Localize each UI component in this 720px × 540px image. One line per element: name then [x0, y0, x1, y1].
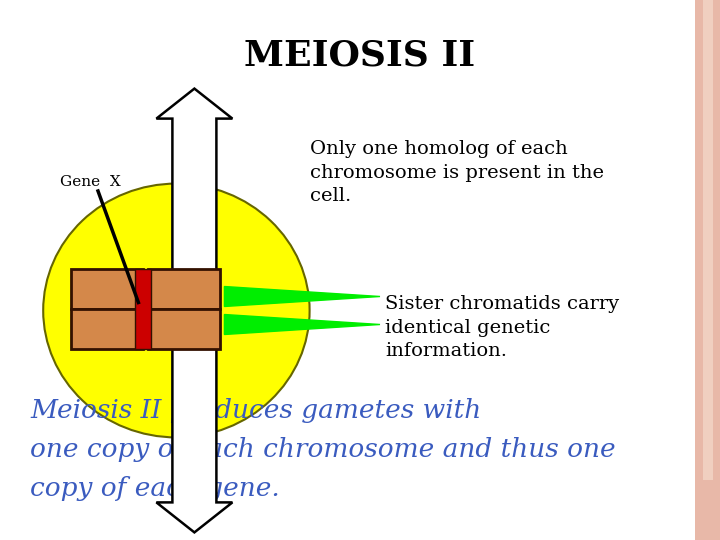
Text: Meiosis II produces gametes with: Meiosis II produces gametes with	[30, 398, 481, 423]
Bar	[71, 268, 143, 308]
Text: MEIOSIS II: MEIOSIS II	[244, 38, 476, 72]
Ellipse shape	[43, 184, 310, 437]
Bar	[703, 0, 713, 480]
Polygon shape	[156, 346, 233, 532]
Text: Sister chromatids carry
identical genetic
information.: Sister chromatids carry identical geneti…	[385, 295, 619, 360]
Text: Only one homolog of each
chromosome is present in the
cell.: Only one homolog of each chromosome is p…	[310, 140, 604, 205]
Text: one copy of each chromosome and thus one: one copy of each chromosome and thus one	[30, 437, 616, 462]
Bar	[148, 268, 220, 308]
Polygon shape	[156, 89, 233, 275]
Bar	[148, 308, 220, 348]
Polygon shape	[225, 314, 380, 334]
Bar	[71, 308, 143, 348]
Bar	[135, 268, 151, 348]
Bar	[695, 0, 720, 540]
Text: Gene  X: Gene X	[60, 175, 121, 189]
Polygon shape	[225, 287, 380, 307]
Text: copy of each gene.: copy of each gene.	[30, 476, 280, 501]
